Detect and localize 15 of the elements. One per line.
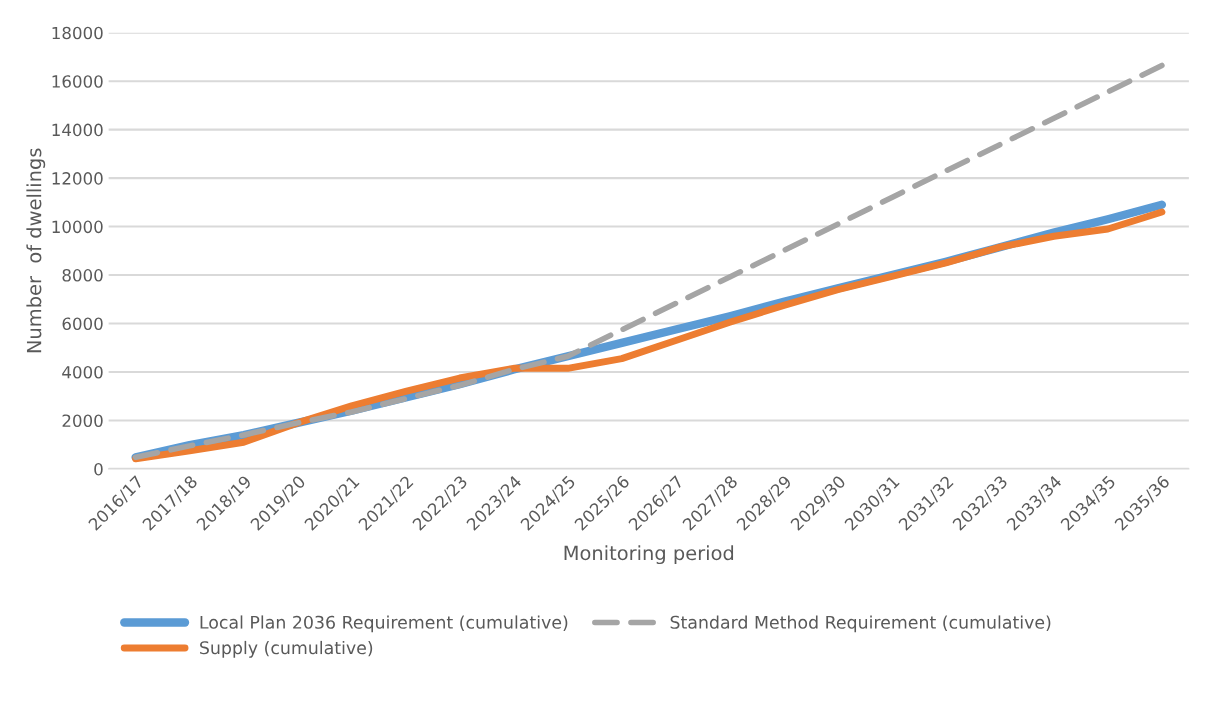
y-tick-label: 2000 xyxy=(62,414,103,428)
y-tick-label: 18000 xyxy=(52,26,103,40)
y-tick-label: 0 xyxy=(94,462,103,476)
legend-label: Supply (cumulative) xyxy=(200,640,373,658)
y-tick-label: 12000 xyxy=(52,172,103,185)
y-tick-label: 4000 xyxy=(62,365,103,379)
y-tick-label: 14000 xyxy=(52,123,103,137)
y-axis-title: Number of dwellings xyxy=(26,148,46,353)
y-tick-label: 8000 xyxy=(62,269,103,282)
x-axis-title: Monitoring period xyxy=(564,545,734,565)
legend-label: Local Plan 2036 Requirement (cumulative) xyxy=(200,615,568,633)
y-tick-label: 10000 xyxy=(52,220,103,234)
legend-label: Standard Method Requirement (cumulative) xyxy=(670,615,1051,633)
y-tick-label: 16000 xyxy=(52,75,103,88)
y-tick-label: 6000 xyxy=(62,317,103,331)
